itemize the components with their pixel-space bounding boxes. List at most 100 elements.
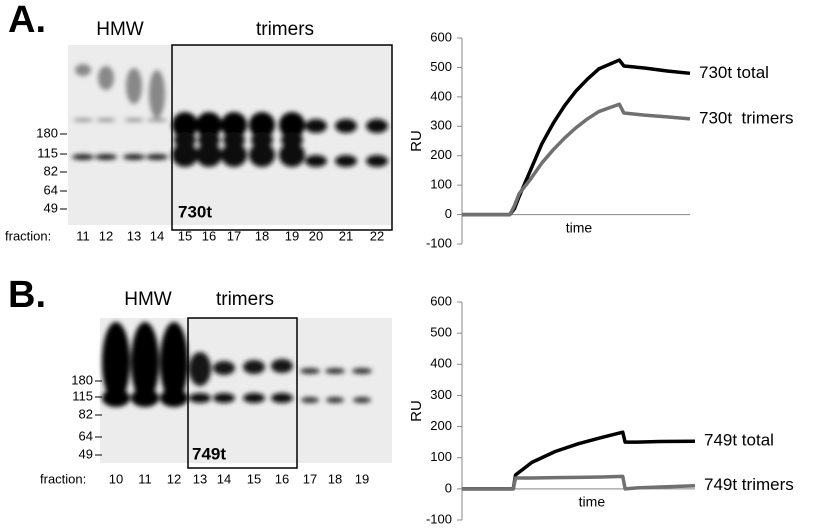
lane-label: 730t bbox=[178, 202, 212, 221]
y-tick-label: 500 bbox=[430, 59, 452, 74]
band bbox=[146, 154, 168, 160]
series-label: 749t trimers bbox=[704, 475, 794, 494]
y-tick-label: 400 bbox=[430, 88, 452, 103]
marker-label: 49 bbox=[79, 446, 93, 461]
band bbox=[149, 70, 165, 118]
band bbox=[102, 389, 130, 407]
fraction: 11 bbox=[76, 228, 90, 243]
fraction: 13 bbox=[193, 471, 207, 486]
gel-panel: A. HMW trimers 730t 180 115 82 64 49 fraction: 11 1… bbox=[5, 0, 393, 243]
band bbox=[325, 368, 345, 374]
y-tick-label: 600 bbox=[430, 29, 452, 44]
y-tick-label: 0 bbox=[445, 480, 452, 495]
band bbox=[305, 119, 327, 133]
band bbox=[95, 154, 117, 160]
y-tick-label: 200 bbox=[430, 147, 452, 162]
band bbox=[326, 397, 344, 403]
band bbox=[366, 155, 388, 167]
fraction: 16 bbox=[202, 228, 216, 243]
x-axis-label: time bbox=[566, 219, 593, 235]
band bbox=[243, 393, 265, 403]
y-tick-label: 400 bbox=[430, 356, 452, 371]
marker-label: 64 bbox=[79, 428, 93, 443]
fraction: 19 bbox=[285, 228, 299, 243]
band bbox=[123, 154, 145, 160]
marker-label: 180 bbox=[36, 125, 58, 140]
marker-label: 115 bbox=[37, 145, 58, 160]
panel-label: B. bbox=[8, 274, 46, 316]
line-series bbox=[462, 430, 696, 491]
y-tick-label: -100 bbox=[426, 235, 452, 250]
fraction: 13 bbox=[127, 228, 141, 243]
fraction: 12 bbox=[167, 471, 181, 486]
fraction: 14 bbox=[217, 471, 231, 486]
band bbox=[198, 132, 220, 148]
band bbox=[223, 132, 245, 148]
band bbox=[147, 118, 167, 122]
band bbox=[301, 397, 319, 403]
band bbox=[196, 112, 222, 138]
gel-bands bbox=[72, 64, 388, 167]
y-tick-label: 300 bbox=[430, 118, 452, 133]
chart-panel: -100 0 100 200 300 400 500 600 RU time 749t total 7… bbox=[408, 293, 794, 526]
series-label: 749t total bbox=[704, 431, 774, 450]
y-tick-label: 300 bbox=[430, 387, 452, 402]
group-label: HMW bbox=[124, 289, 172, 310]
fraction: 14 bbox=[150, 228, 164, 243]
group-label: trimers bbox=[256, 19, 314, 40]
band bbox=[300, 368, 320, 374]
band bbox=[160, 322, 188, 402]
marker-label: 115 bbox=[72, 388, 93, 403]
group-label: HMW bbox=[96, 19, 144, 40]
band bbox=[189, 352, 211, 386]
band bbox=[251, 132, 273, 148]
band bbox=[172, 143, 198, 167]
band bbox=[124, 118, 144, 122]
line-series bbox=[462, 474, 696, 491]
series-label: 730t total bbox=[699, 63, 769, 82]
fraction: 19 bbox=[355, 471, 369, 486]
band bbox=[352, 368, 372, 374]
band bbox=[160, 389, 188, 407]
band bbox=[305, 155, 327, 167]
band bbox=[335, 155, 357, 167]
fraction: 18 bbox=[328, 471, 342, 486]
band bbox=[281, 132, 303, 148]
band bbox=[196, 143, 222, 167]
fraction-label: fraction: bbox=[5, 228, 51, 243]
trimer-box bbox=[187, 317, 298, 469]
fraction: 17 bbox=[227, 228, 241, 243]
band bbox=[174, 132, 196, 148]
band bbox=[271, 393, 293, 403]
line-series bbox=[462, 102, 691, 217]
marker-label: 49 bbox=[44, 200, 58, 215]
line-series bbox=[462, 58, 691, 217]
y-tick-label: 100 bbox=[430, 449, 452, 464]
band bbox=[131, 389, 159, 407]
y-tick-label: 600 bbox=[430, 293, 452, 308]
band bbox=[213, 393, 235, 403]
fraction: 17 bbox=[303, 471, 317, 486]
group-label: trimers bbox=[216, 289, 274, 310]
lane-label: 749t bbox=[192, 444, 226, 463]
band bbox=[102, 322, 130, 402]
fraction: 10 bbox=[109, 471, 123, 486]
marker-label: 82 bbox=[79, 406, 93, 421]
y-tick-label: 500 bbox=[430, 325, 452, 340]
band bbox=[353, 397, 371, 403]
fraction: 20 bbox=[309, 228, 323, 243]
band bbox=[249, 143, 275, 167]
trimer-box bbox=[171, 44, 393, 231]
fraction: 22 bbox=[370, 228, 384, 243]
series-label: 730t trimers bbox=[699, 108, 793, 127]
chart-panel: -100 0 100 200 300 400 500 600 RU time 730t total 7… bbox=[408, 29, 794, 250]
fraction: 11 bbox=[138, 471, 152, 486]
band bbox=[75, 64, 91, 76]
band bbox=[96, 118, 116, 122]
band bbox=[243, 360, 265, 374]
band bbox=[98, 66, 114, 90]
panel-label: A. bbox=[8, 0, 46, 41]
gel-bands bbox=[102, 322, 372, 407]
fraction: 18 bbox=[255, 228, 269, 243]
